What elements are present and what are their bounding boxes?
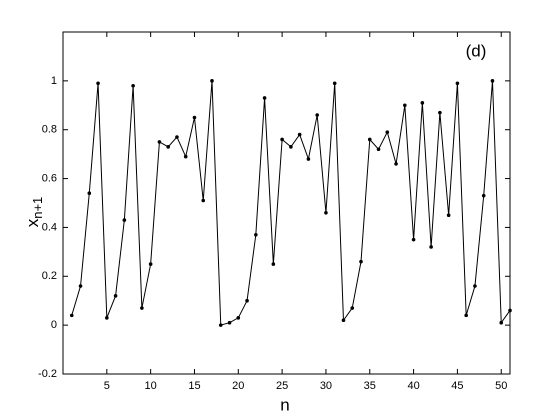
data-point xyxy=(201,198,206,203)
data-point xyxy=(324,210,328,215)
data-point xyxy=(464,313,468,318)
data-point xyxy=(420,101,425,105)
data-point xyxy=(236,316,241,320)
data-point xyxy=(227,320,232,325)
annotation: (d) xyxy=(466,41,487,60)
y-tick-label: 1 xyxy=(51,75,57,87)
y-tick-label: 0.8 xyxy=(42,124,57,136)
data-point xyxy=(315,113,319,117)
y-axis-label-subscript: n+1 xyxy=(30,197,45,219)
data-point xyxy=(332,81,337,86)
data-point xyxy=(359,259,363,264)
y-axis-label-main: x xyxy=(23,218,42,227)
data-point xyxy=(96,81,100,86)
data-point xyxy=(131,83,135,88)
x-axis-label: n xyxy=(280,395,289,414)
x-tick-label: 5 xyxy=(104,380,110,392)
data-point xyxy=(367,137,372,142)
x-tick-label: 15 xyxy=(188,380,200,392)
data-point xyxy=(210,79,214,83)
data-point xyxy=(78,284,83,288)
y-axis-label: xn+1 xyxy=(23,197,45,228)
data-point xyxy=(446,213,451,218)
data-point xyxy=(271,262,276,266)
y-tick-label: 0.2 xyxy=(42,270,57,282)
data-point xyxy=(105,316,109,320)
data-point xyxy=(157,140,162,144)
data-point xyxy=(289,145,293,149)
data-point xyxy=(411,237,416,242)
plot-frame xyxy=(62,31,511,375)
data-point xyxy=(254,232,258,237)
data-point xyxy=(87,191,92,196)
x-tick-label: 50 xyxy=(495,380,507,392)
x-tick-label: 10 xyxy=(145,380,157,392)
data-point xyxy=(403,103,407,108)
data-point xyxy=(69,313,74,318)
y-tick-label: 0 xyxy=(51,319,57,331)
x-tick-label: 45 xyxy=(451,380,463,392)
data-point xyxy=(140,306,144,310)
data-point xyxy=(350,306,355,310)
data-point xyxy=(490,79,495,83)
data-point xyxy=(385,130,390,134)
data-point xyxy=(262,96,267,100)
data-point xyxy=(508,308,512,313)
y-tick-label: -0.2 xyxy=(38,368,57,380)
data-point xyxy=(376,147,381,152)
data-point xyxy=(394,162,398,166)
data-point xyxy=(218,323,223,327)
data-point xyxy=(122,218,127,222)
x-tick-label: 25 xyxy=(276,380,288,392)
y-tick-label: 0.4 xyxy=(42,221,57,233)
data-point xyxy=(499,320,504,325)
data-point xyxy=(113,294,118,298)
data-point xyxy=(192,115,197,120)
data-point xyxy=(438,110,442,115)
data-point xyxy=(473,284,477,288)
data-point xyxy=(183,154,188,159)
data-point xyxy=(341,318,346,323)
data-point xyxy=(175,135,179,139)
x-tick-label: 35 xyxy=(364,380,376,392)
data-point xyxy=(148,262,153,266)
x-tick-label: 20 xyxy=(232,380,244,392)
data-point xyxy=(280,137,284,142)
data-point xyxy=(245,298,249,303)
data-point xyxy=(455,81,460,86)
data-point xyxy=(481,193,486,198)
data-point xyxy=(297,132,302,137)
x-tick-label: 30 xyxy=(320,380,332,392)
data-point xyxy=(306,157,311,161)
x-tick-label: 40 xyxy=(407,380,419,392)
y-tick-label: 0.6 xyxy=(42,172,57,184)
data-point xyxy=(429,245,433,249)
data-point xyxy=(166,145,170,149)
